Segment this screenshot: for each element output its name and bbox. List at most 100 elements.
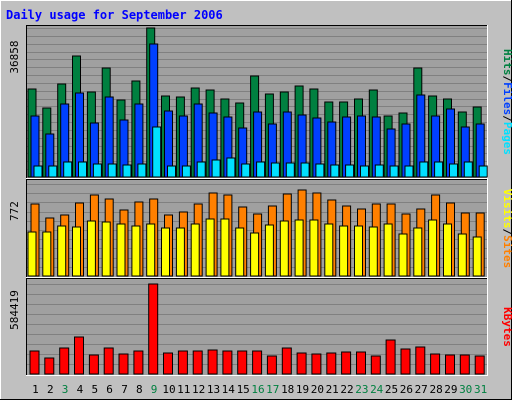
x-tick-label: 15 <box>237 383 250 396</box>
x-axis-day-labels: 1 2 3 4 5 6 7 8 9 10 11 12 13 14 15 16 17 18 19 20 21 22 23 24 2… <box>32 383 487 396</box>
bar-pages <box>463 161 473 178</box>
x-tick-label: 16 <box>251 383 264 396</box>
y-max-label: 772 <box>8 201 21 221</box>
bar-pages <box>211 159 221 178</box>
bar-visits <box>324 223 334 277</box>
x-tick-label: 4 <box>77 383 84 396</box>
bar-pages <box>315 163 325 178</box>
legend-entry: / <box>501 115 512 122</box>
legend-entry: Files <box>501 82 512 115</box>
bar-pages <box>92 163 102 178</box>
legend-entry: Pages <box>501 122 512 155</box>
bar-kbytes <box>370 355 381 375</box>
bar-pages <box>360 165 369 178</box>
bar-pages <box>300 162 310 178</box>
bar-pages <box>404 165 414 178</box>
bar-visits <box>175 227 185 277</box>
x-tick-label: 30 <box>459 383 472 396</box>
x-tick-label: 13 <box>207 383 220 396</box>
x-tick-label: 25 <box>385 383 398 396</box>
x-tick-label: 8 <box>136 383 143 396</box>
x-tick-label: 31 <box>474 383 487 396</box>
bar-visits <box>190 223 200 277</box>
bar-pages <box>256 161 266 178</box>
bar-kbytes <box>281 347 292 375</box>
bar-kbytes <box>341 351 352 375</box>
bar-visits <box>354 225 363 277</box>
chart-title: Daily usage for September 2006 <box>6 8 223 22</box>
bar-pages <box>419 161 429 178</box>
y-max-label: 36858 <box>8 40 21 73</box>
x-tick-label: 21 <box>326 383 339 396</box>
x-tick-label: 12 <box>192 383 205 396</box>
bar-kbytes <box>445 354 455 375</box>
legend-entry: Hits <box>501 49 512 76</box>
bar-kbytes <box>118 353 129 375</box>
bar-pages <box>389 165 399 178</box>
bar-kbytes <box>88 354 99 375</box>
x-tick-label: 3 <box>62 383 69 396</box>
bar-visits <box>339 225 349 277</box>
x-tick-label: 17 <box>266 383 279 396</box>
x-tick-label: 5 <box>91 383 98 396</box>
bar-kbytes <box>74 336 84 375</box>
x-tick-label: 28 <box>429 383 442 396</box>
x-tick-label: 20 <box>311 383 324 396</box>
x-tick-label: 22 <box>340 383 353 396</box>
bar-kbytes <box>296 352 307 375</box>
x-tick-label: 6 <box>106 383 113 396</box>
bar-pages <box>330 164 340 178</box>
bar-visits <box>161 227 170 277</box>
bar-visits <box>101 221 111 277</box>
bar-kbytes <box>430 353 441 375</box>
bar-pages <box>270 162 280 178</box>
bar-pages <box>48 165 58 178</box>
bar-kbytes <box>252 350 263 375</box>
bar-kbytes <box>415 346 426 375</box>
bar-pages <box>137 163 147 178</box>
bar-kbytes <box>207 349 218 375</box>
x-tick-label: 14 <box>222 383 236 396</box>
bar-kbytes <box>356 351 366 375</box>
bar-visits <box>42 231 52 277</box>
bar-kbytes <box>326 352 337 375</box>
bar-pages <box>122 164 132 178</box>
bar-kbytes <box>459 354 470 375</box>
bar-visits <box>27 231 37 277</box>
legend: Hits/Files/Pages <box>501 49 512 155</box>
bar-kbytes <box>237 350 248 375</box>
bar-visits <box>146 223 156 277</box>
bar-kbytes <box>192 350 203 375</box>
legend: Visits/Sites <box>501 189 512 269</box>
bar-visits <box>250 232 260 277</box>
bar-pages <box>478 165 488 178</box>
legend-entry: Sites <box>501 235 512 268</box>
bar-pages <box>241 163 251 178</box>
bar-pages <box>196 161 206 178</box>
bar-visits <box>116 223 126 277</box>
x-tick-label: 27 <box>415 383 428 396</box>
bar-pages <box>449 163 458 178</box>
bar-visits <box>472 236 482 277</box>
x-tick-label: 23 <box>355 383 368 396</box>
bar-pages <box>345 164 355 178</box>
x-tick-label: 29 <box>444 383 457 396</box>
y-max-label: 584419 <box>8 290 21 330</box>
bar-kbytes <box>133 350 144 375</box>
bar-pages <box>107 163 117 178</box>
bar-visits <box>413 227 423 277</box>
bar-visits <box>383 223 393 277</box>
x-tick-label: 18 <box>281 383 294 396</box>
x-tick-label: 24 <box>370 383 384 396</box>
x-tick-label: 7 <box>121 383 128 396</box>
bar-visits <box>220 218 230 277</box>
bar-kbytes <box>59 347 70 375</box>
bar-pages <box>181 165 191 178</box>
bar-kbytes <box>400 348 411 375</box>
bar-pages <box>285 162 295 178</box>
x-tick-label: 19 <box>296 383 309 396</box>
bar-kbytes <box>103 347 114 375</box>
bar-kbytes <box>163 352 173 375</box>
legend: KBytes <box>501 307 512 347</box>
